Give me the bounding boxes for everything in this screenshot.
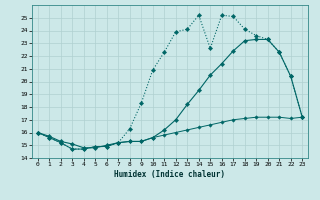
X-axis label: Humidex (Indice chaleur): Humidex (Indice chaleur) [115, 170, 226, 179]
